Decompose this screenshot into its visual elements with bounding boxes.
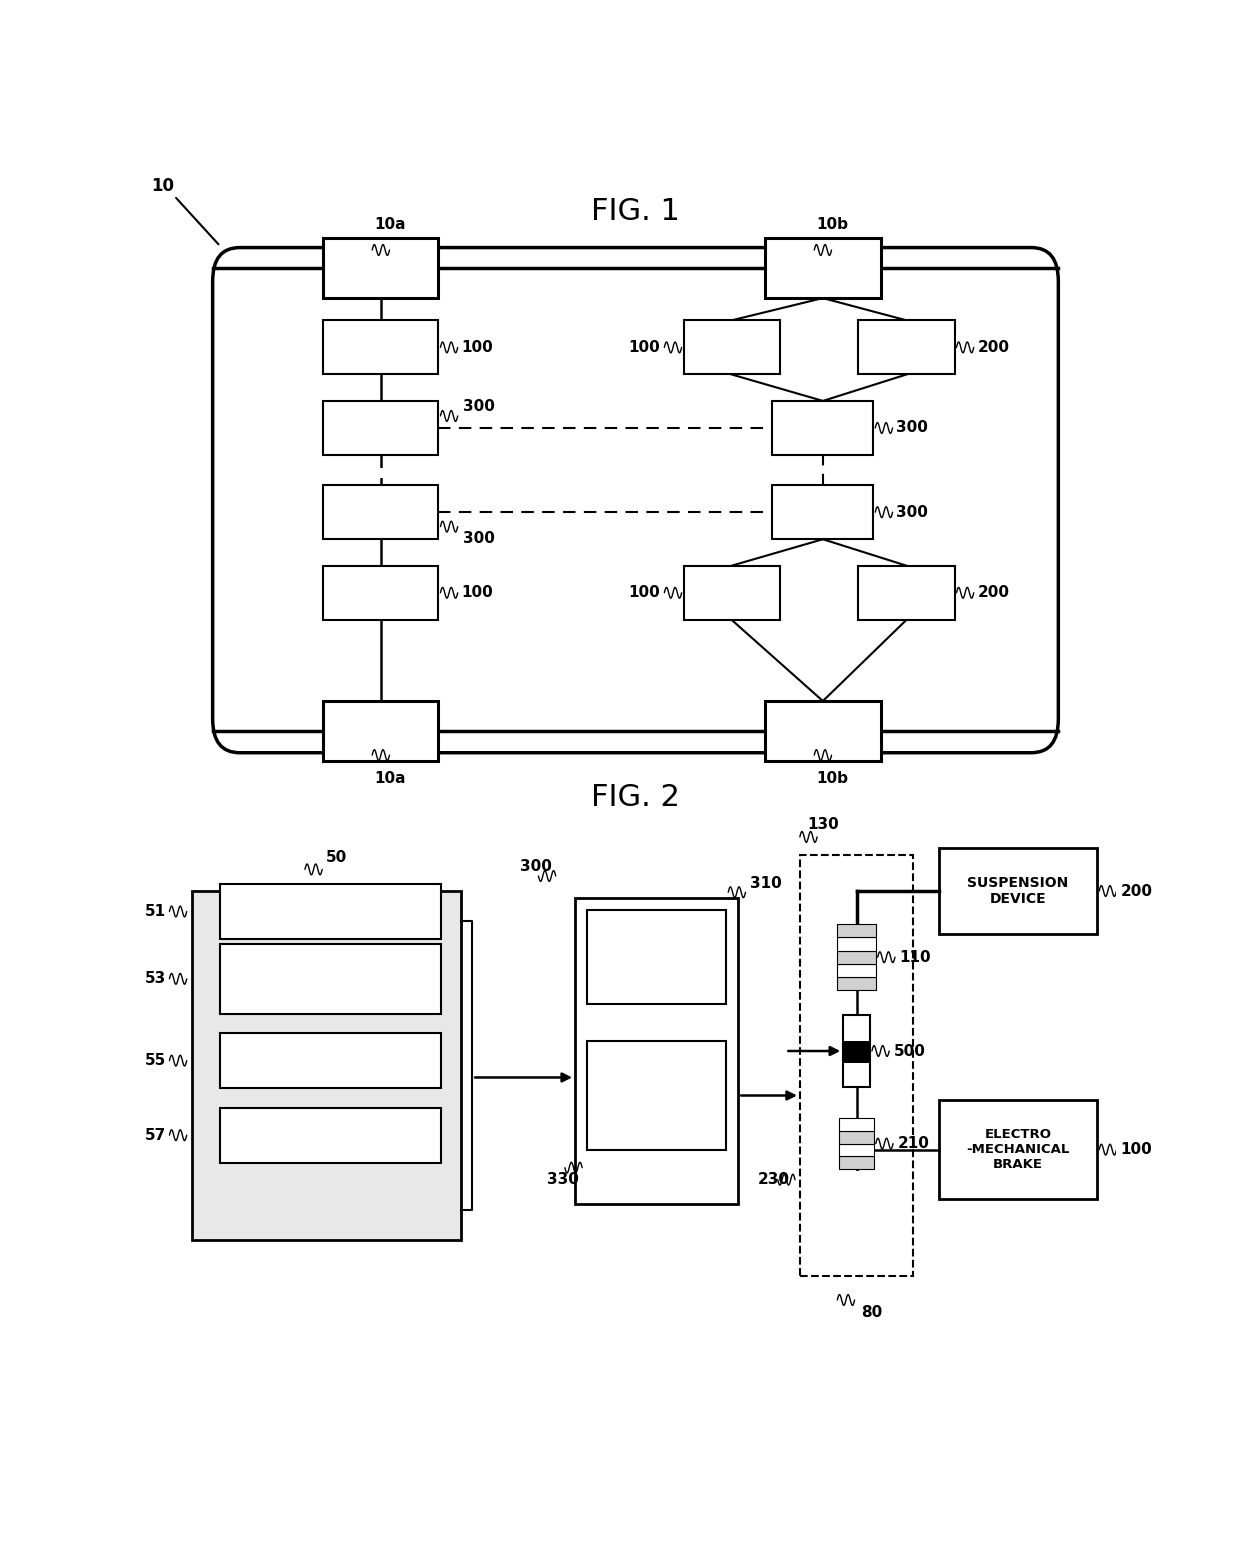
Text: 130: 130 [807,817,839,833]
Bar [839,1118,874,1131]
Text: 210: 210 [898,1136,930,1151]
Bar [221,943,441,1014]
Text: CONTROL
SIGNAL
APPLICATION
PART: CONTROL SIGNAL APPLICATION PART [619,1067,694,1125]
Bar [843,1015,870,1087]
Bar [939,848,1097,934]
Text: 80: 80 [862,1304,883,1320]
Bar [773,401,873,455]
Text: 200: 200 [1120,884,1152,898]
Bar [683,565,780,620]
Text: 53: 53 [144,972,166,986]
Text: 50: 50 [326,850,347,865]
Bar [324,565,439,620]
Text: 200: 200 [977,586,1009,600]
Bar [221,884,441,939]
Bar [587,1042,727,1150]
Bar [839,1156,874,1168]
Bar [324,701,439,761]
Text: ELECTRO
-MECHANICAL
BRAKE: ELECTRO -MECHANICAL BRAKE [966,1128,1070,1172]
Bar [858,320,955,375]
Text: STATE
ESTIMATION
PART: STATE ESTIMATION PART [619,936,694,979]
Text: 10a: 10a [374,770,407,786]
Text: 100: 100 [629,586,661,600]
Text: WHEEL SPEED SENSOR: WHEEL SPEED SENSOR [258,1054,403,1067]
Bar [858,565,955,620]
Bar [587,911,727,1004]
Bar [683,320,780,375]
Text: 100: 100 [461,341,494,355]
Bar [324,237,439,298]
Text: 300: 300 [463,398,495,414]
Bar [800,854,913,1276]
Text: 57: 57 [144,1128,166,1143]
Bar [837,964,875,978]
Text: 10b: 10b [816,770,848,786]
Text: 10: 10 [151,177,174,195]
Text: 300: 300 [463,531,495,547]
Bar [324,486,439,539]
Text: 300: 300 [897,505,929,520]
Bar [837,951,875,964]
Text: 300: 300 [897,420,929,436]
Bar [324,320,439,375]
Bar [939,1100,1097,1200]
Text: 100: 100 [629,341,661,355]
Text: 51: 51 [144,904,166,918]
Text: 100: 100 [461,586,494,600]
Text: 310: 310 [750,876,782,892]
Text: YAW RATE SENSOR: YAW RATE SENSOR [272,904,389,918]
Text: 10b: 10b [816,217,848,231]
Text: FIG. 2: FIG. 2 [591,783,680,812]
Bar [837,925,875,937]
Text: SUSPENSION
DEVICE: SUSPENSION DEVICE [967,876,1069,906]
Text: 110: 110 [900,950,931,965]
Bar [221,1032,441,1089]
Bar [765,237,880,298]
Text: 100: 100 [1120,1142,1152,1157]
Bar [575,898,738,1204]
Bar [324,401,439,455]
Bar [843,1042,870,1064]
Bar [839,1143,874,1156]
Bar [839,1131,874,1143]
Bar [773,486,873,539]
Text: LATERAL ACCELERATION
SENSOR: LATERAL ACCELERATION SENSOR [254,965,408,993]
Text: 300: 300 [520,859,552,873]
Bar [221,1107,441,1162]
Bar [765,701,880,761]
Bar [191,890,460,1240]
Text: 500: 500 [894,1043,926,1059]
Bar [837,937,875,951]
Text: 55: 55 [144,1053,166,1068]
Text: 330: 330 [547,1172,579,1187]
Bar [837,978,875,990]
Text: FIG. 1: FIG. 1 [591,197,680,226]
Text: 200: 200 [977,341,1009,355]
Text: STEERING ANGLE SENSOR: STEERING ANGLE SENSOR [248,1129,414,1142]
Text: 230: 230 [758,1172,790,1187]
FancyBboxPatch shape [213,248,1058,753]
Text: 10a: 10a [374,217,407,231]
